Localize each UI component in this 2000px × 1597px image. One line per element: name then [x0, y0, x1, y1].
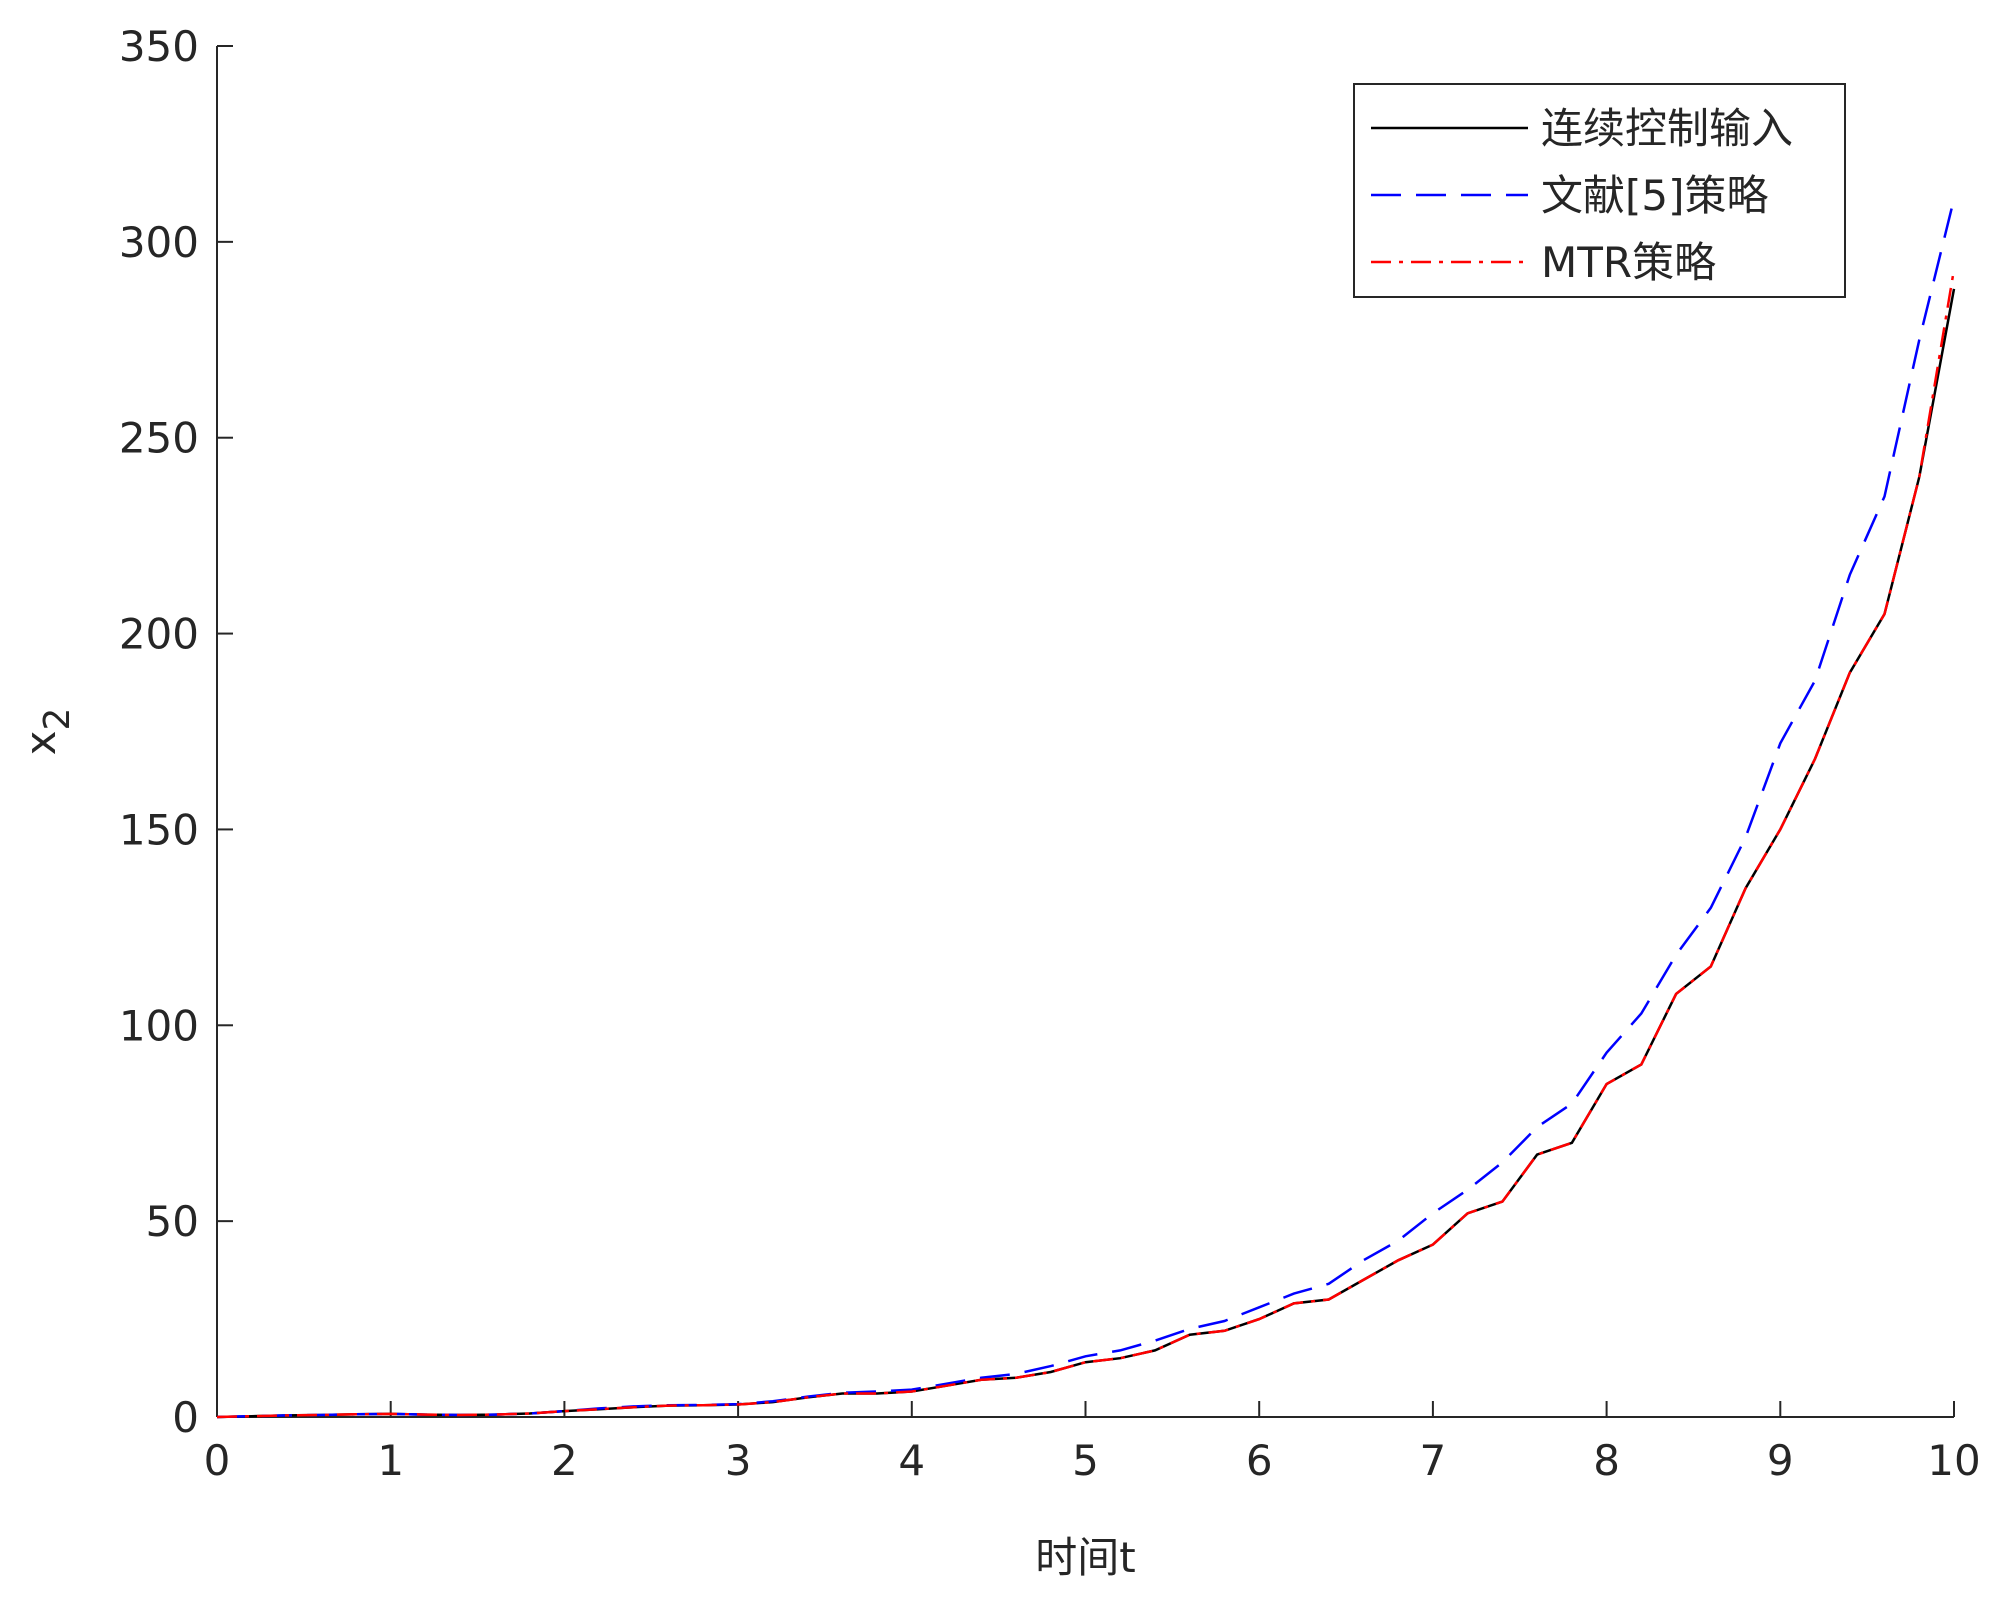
y-tick-label: 100: [119, 1001, 199, 1050]
series-line: [216, 269, 1956, 1419]
y-tick-label: 200: [119, 610, 199, 659]
x-tick-label: 3: [725, 1436, 752, 1485]
x-tick-label: 6: [1246, 1436, 1273, 1485]
y-tick-label: 150: [119, 805, 199, 854]
legend-label: 文献[5]策略: [1541, 171, 1769, 220]
y-tick-label: 0: [172, 1393, 199, 1442]
x-tick-label: 2: [551, 1436, 578, 1485]
x-tick-label: 9: [1767, 1436, 1794, 1485]
x-axis-label: 时间t: [1035, 1533, 1135, 1582]
x-tick-label: 10: [1927, 1436, 1980, 1485]
y-tick-label: 350: [119, 22, 199, 71]
legend-label: MTR策略: [1541, 238, 1716, 287]
y-axis-label-sub: 2: [37, 708, 78, 731]
x-tick-label: 5: [1072, 1436, 1099, 1485]
y-axis-label-base: x: [16, 731, 65, 756]
y-axis-label: x2: [16, 708, 78, 756]
x-tick-label: 4: [898, 1436, 925, 1485]
x-tick-label: 7: [1420, 1436, 1447, 1485]
legend-label: 连续控制输入: [1541, 104, 1793, 153]
x-tick-label: 0: [204, 1436, 231, 1485]
y-tick-label: 250: [119, 414, 199, 463]
y-tick-label: 50: [146, 1197, 199, 1246]
x-tick-label: 8: [1593, 1436, 1620, 1485]
x-tick-label: 1: [377, 1436, 404, 1485]
legend-box: [1353, 83, 1846, 298]
y-tick-label: 300: [119, 218, 199, 267]
